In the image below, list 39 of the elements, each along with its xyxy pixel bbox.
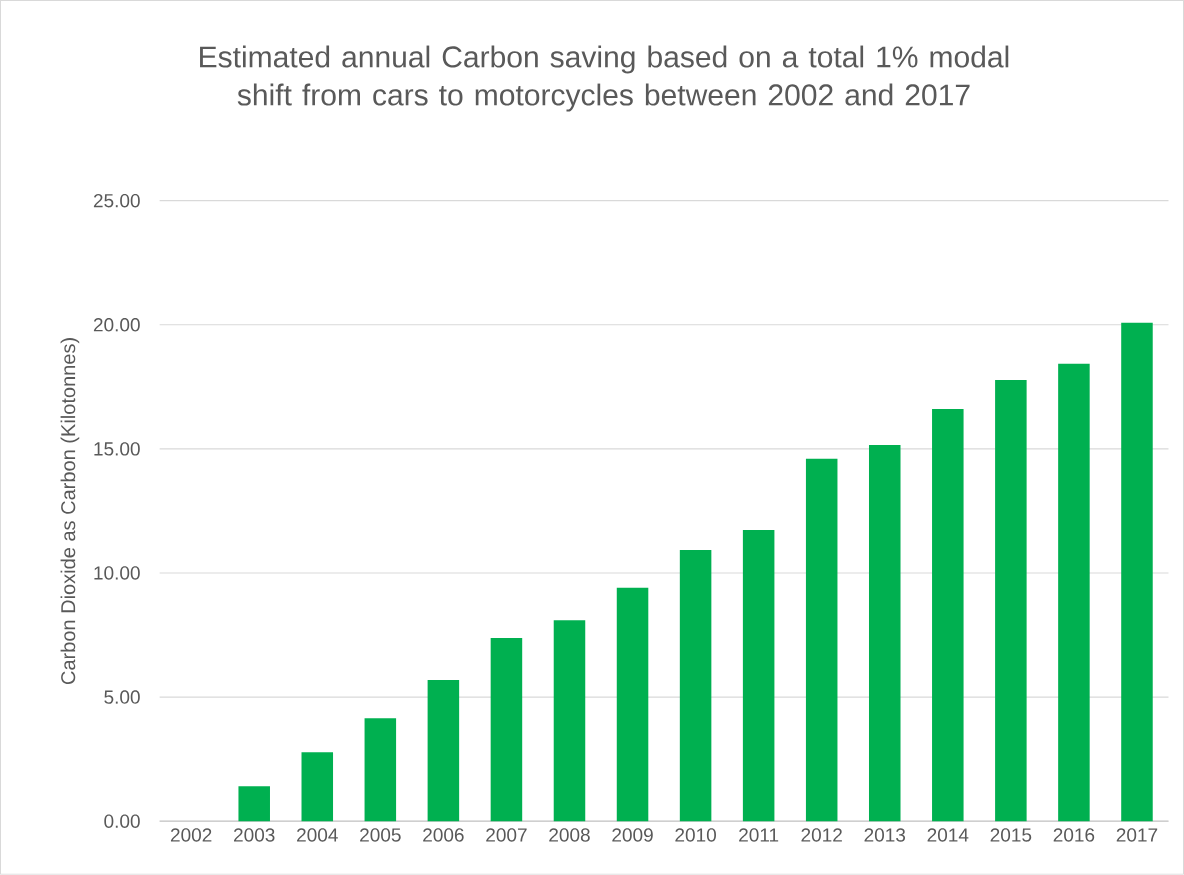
bar <box>932 409 964 822</box>
bar <box>427 680 460 822</box>
x-tick-label: 2015 <box>990 828 1032 842</box>
y-tick-label: 15.00 <box>94 442 140 456</box>
y-tick-label: 20.00 <box>93 318 140 332</box>
x-tick-label: 2016 <box>1053 828 1095 842</box>
x-tick-label: 2005 <box>360 828 401 842</box>
x-tick-label: 2011 <box>739 828 779 842</box>
bar <box>1058 363 1090 822</box>
y-tick-label: 25.00 <box>93 194 140 208</box>
x-tick-label: 2003 <box>234 828 275 842</box>
x-tick-label: 2012 <box>801 828 842 842</box>
x-tick-label: 2006 <box>423 828 464 842</box>
x-tick-label: 2004 <box>297 828 338 842</box>
x-tick-label: 2013 <box>864 828 906 842</box>
bar <box>742 530 775 822</box>
bar <box>995 380 1027 822</box>
bar <box>490 638 523 822</box>
x-tick-label: 2009 <box>612 828 653 842</box>
x-tick-label: 2010 <box>675 828 716 842</box>
bar <box>1121 322 1153 822</box>
y-axis-title: Carbon Dioxide as Carbon (Kilotonnes) <box>60 338 80 685</box>
bar <box>301 752 334 822</box>
bar <box>616 588 649 822</box>
bar <box>868 445 901 822</box>
y-tick-label: 5.00 <box>104 690 140 704</box>
x-tick-label: 2017 <box>1116 828 1158 842</box>
y-tick-label: 10.00 <box>94 566 140 580</box>
chart-title: Estimated annual Carbon saving based on a total 1% modal shift from cars to motorcycles between 2002 and 2017 <box>200 45 1009 112</box>
bar <box>553 620 586 822</box>
x-tick-label: 2002 <box>170 828 212 842</box>
bar <box>805 458 838 822</box>
x-tick-label: 2007 <box>486 828 527 842</box>
x-tick-label: 2014 <box>927 828 969 842</box>
bar <box>364 718 397 822</box>
x-tick-label: 2008 <box>549 828 590 842</box>
y-tick-label: 0.00 <box>104 814 140 829</box>
bar <box>679 550 712 822</box>
bar <box>238 786 270 822</box>
